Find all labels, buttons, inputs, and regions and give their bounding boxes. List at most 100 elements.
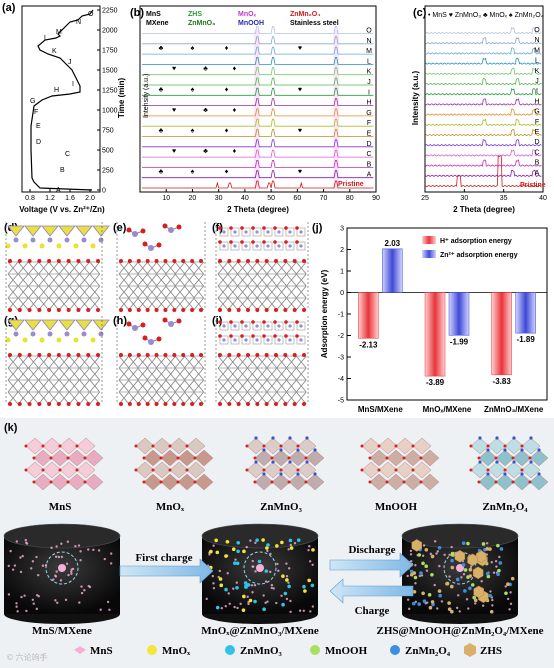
oxygen-atom bbox=[273, 226, 277, 230]
k-mns-dot bbox=[251, 565, 254, 568]
k-zhs-flake bbox=[475, 550, 487, 563]
k-polyhedron bbox=[529, 473, 549, 491]
k-mns-dot bbox=[469, 565, 473, 568]
k-phase-dot bbox=[215, 605, 220, 610]
k-zn-atom bbox=[486, 448, 490, 452]
mxene-bond bbox=[89, 297, 101, 311]
mxene-bond bbox=[28, 355, 39, 369]
k-atom bbox=[134, 468, 138, 472]
mxene-bond bbox=[165, 285, 177, 299]
k-zn-atom bbox=[503, 472, 507, 476]
mn-atom bbox=[288, 230, 292, 234]
frame-cell bbox=[241, 241, 251, 251]
mn-atom bbox=[255, 230, 259, 234]
k-mns-dot bbox=[490, 561, 493, 564]
k-legend-zhs-hexagon bbox=[464, 643, 476, 657]
k-mns-dot bbox=[226, 572, 229, 575]
k-structure-1 bbox=[134, 437, 214, 491]
k-phase-dot bbox=[468, 567, 473, 572]
mxene-bond bbox=[28, 285, 39, 299]
mn-atom bbox=[148, 339, 154, 345]
b-letter-M: M bbox=[366, 48, 372, 55]
k-mns-dot bbox=[287, 548, 290, 551]
oxygen-atom bbox=[218, 402, 222, 406]
oxygen-atom bbox=[66, 402, 71, 406]
oxygen-atom bbox=[66, 353, 71, 357]
b-xtick-label: 40 bbox=[241, 195, 249, 202]
k-mns-dot bbox=[103, 557, 106, 561]
oxygen-atom bbox=[17, 259, 22, 263]
k-phase-dot bbox=[311, 548, 315, 552]
c-letter: F bbox=[535, 119, 539, 126]
oxygen-atom bbox=[27, 259, 32, 263]
k-zn-atom bbox=[288, 460, 292, 464]
frame-cell bbox=[219, 321, 229, 331]
mxene-bond bbox=[295, 285, 307, 299]
structure-panels: (d) (e) (f) (g) (h) (i) bbox=[4, 222, 309, 406]
panel-j-bars bbox=[358, 248, 536, 377]
mxene-bond bbox=[127, 285, 139, 299]
k-phase-dot bbox=[470, 583, 475, 587]
s-atom bbox=[5, 243, 11, 249]
oxygen-atom bbox=[295, 226, 299, 230]
mxene-bond bbox=[68, 273, 80, 287]
k-zn-atom bbox=[262, 448, 266, 452]
mxene-bond bbox=[237, 379, 248, 393]
oxygen-atom bbox=[218, 353, 222, 357]
oxygen-atom bbox=[56, 308, 61, 312]
k-mns-dot bbox=[467, 607, 470, 610]
s-atom bbox=[39, 243, 45, 249]
mxene-bond bbox=[165, 261, 177, 275]
oxygen-atom bbox=[295, 240, 299, 244]
k-zn-atom bbox=[529, 460, 533, 464]
c-letter: D bbox=[534, 139, 539, 146]
k-mns-dot bbox=[54, 555, 58, 558]
panel-a-label: (a) bbox=[2, 2, 16, 14]
j-category-label: MnS/MXene bbox=[358, 405, 403, 414]
mxene-bond bbox=[17, 367, 29, 381]
mxene-bond bbox=[165, 297, 177, 311]
mn-atom bbox=[266, 244, 270, 248]
b-letter-K: K bbox=[367, 69, 372, 76]
k-mns-dot bbox=[409, 549, 413, 553]
mxene-bond bbox=[79, 297, 90, 311]
mxene-bond bbox=[227, 379, 239, 393]
panel-b-xticks: 10 20 30 40 50 60 70 80 90 bbox=[162, 189, 380, 202]
oxygen-atom bbox=[119, 353, 123, 357]
panel-b-legend: MnS MXene ZHS ZnMnO₃ MnOₓ MnOOH ZnMn₂O₄ … bbox=[146, 11, 339, 27]
k-atom bbox=[360, 468, 364, 472]
a-ytick-label: 750 bbox=[102, 128, 114, 135]
mxene-bond bbox=[58, 379, 70, 393]
mxene-bond bbox=[217, 297, 229, 311]
k-polyhedron bbox=[186, 437, 206, 455]
b-pattern-line bbox=[142, 129, 374, 137]
frame-cell bbox=[252, 335, 262, 345]
mxene-bond bbox=[89, 355, 101, 369]
mxene-bond bbox=[217, 355, 229, 369]
b-phase-marker: ♦ bbox=[233, 66, 237, 73]
b-xtick-label: 20 bbox=[189, 195, 197, 202]
j-data-label: -2.13 bbox=[359, 340, 378, 349]
k-mns-dot bbox=[83, 589, 86, 592]
oxygen-atom bbox=[274, 259, 278, 263]
mns-polyhedron bbox=[7, 319, 25, 331]
oxygen-atom bbox=[240, 240, 244, 244]
k-phase-dot bbox=[288, 538, 293, 543]
mxene-bond bbox=[256, 285, 268, 299]
panel-a-curve bbox=[30, 9, 94, 191]
oxygen-atom bbox=[236, 402, 241, 406]
a-letter-F: F bbox=[34, 109, 38, 116]
mxene-bond bbox=[217, 273, 229, 287]
legend-mnox: MnOₓ bbox=[238, 11, 257, 18]
frame-cell bbox=[296, 241, 306, 251]
k-mns-dot bbox=[92, 548, 95, 552]
c-xtick-label: 30 bbox=[460, 195, 468, 202]
k-phase-dot bbox=[450, 565, 455, 570]
k-mns-dot bbox=[289, 599, 292, 603]
k-legend-label: ZHS bbox=[480, 645, 502, 657]
b-phase-marker: ♣ bbox=[159, 169, 164, 176]
b-phase-marker: ♠ bbox=[191, 169, 195, 176]
k-phase-dot bbox=[461, 563, 466, 567]
k-polyhedron bbox=[76, 461, 96, 479]
mxene-bond bbox=[38, 261, 50, 275]
